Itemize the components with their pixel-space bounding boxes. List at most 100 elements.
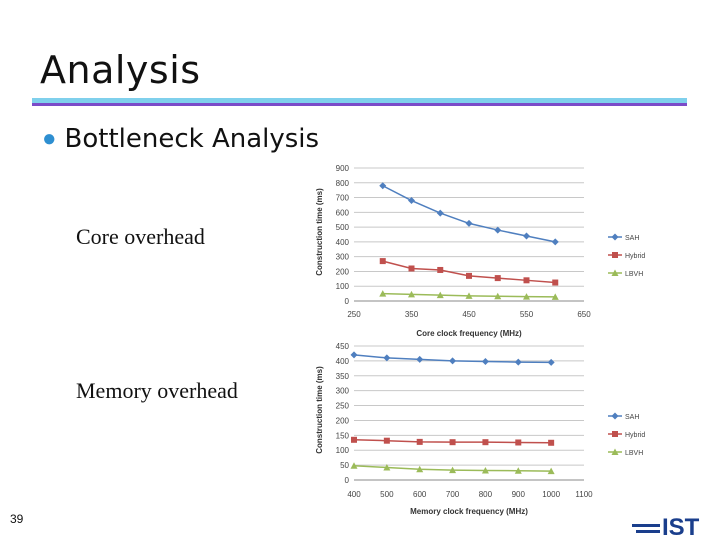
data-point-sah xyxy=(436,209,444,217)
x-axis-label: Memory clock frequency (MHz) xyxy=(410,507,528,516)
memory-clock-chart: 0 50 100 150 200 250 300 350 400 450 400 500 600 700 8… xyxy=(315,342,645,516)
legend-marker xyxy=(611,412,619,420)
x-tick-label: 800 xyxy=(479,490,493,499)
logo-text: IST xyxy=(662,514,700,540)
data-point-hybrid xyxy=(449,439,456,446)
legend-label: LBVH xyxy=(625,271,643,278)
data-point-hybrid xyxy=(494,275,501,282)
data-point-hybrid xyxy=(437,266,444,273)
y-tick-label: 0 xyxy=(345,297,350,306)
core-clock-chart: 0 100 200 300 400 500 600 700 800 900 250 350 450 550… xyxy=(315,164,645,338)
data-point-hybrid xyxy=(383,437,390,444)
legend-marker xyxy=(612,431,618,437)
y-tick-label: 300 xyxy=(336,253,350,262)
data-point-sah xyxy=(350,351,358,359)
x-tick-label: 600 xyxy=(413,490,427,499)
data-point-lbvh xyxy=(523,293,530,300)
data-point-hybrid xyxy=(466,272,472,279)
data-point-lbvh xyxy=(481,466,489,474)
y-axis-label: Construction time (ms) xyxy=(315,188,324,276)
y-tick-label: 0 xyxy=(345,476,350,485)
legend-label: Hybrid xyxy=(625,432,645,439)
y-tick-label: 150 xyxy=(336,431,350,440)
data-point-hybrid xyxy=(523,277,530,284)
y-tick-label: 700 xyxy=(336,194,350,203)
x-tick-label: 1000 xyxy=(542,490,560,499)
slide-title: Analysis xyxy=(40,48,201,92)
x-tick-label: 650 xyxy=(577,310,591,319)
data-point-lbvh xyxy=(416,465,424,473)
memory-overhead-label: Memory overhead xyxy=(76,378,238,403)
x-tick-label: 250 xyxy=(347,310,361,319)
x-tick-label: 900 xyxy=(512,490,526,499)
data-point-lbvh xyxy=(547,467,555,475)
legend-label: SAH xyxy=(625,235,639,242)
data-point-sah xyxy=(379,182,387,190)
data-point-hybrid xyxy=(351,436,357,443)
y-tick-label: 400 xyxy=(336,238,350,247)
x-tick-label: 550 xyxy=(520,310,534,319)
y-tick-label: 250 xyxy=(336,402,350,411)
legend-marker xyxy=(612,252,618,258)
y-tick-label: 500 xyxy=(336,223,350,232)
legend-label: Hybrid xyxy=(625,253,645,260)
y-tick-label: 400 xyxy=(336,357,350,366)
data-point-lbvh xyxy=(436,291,444,299)
logo-icon: IST xyxy=(632,514,700,540)
data-point-lbvh xyxy=(514,467,522,474)
data-point-lbvh xyxy=(408,290,415,298)
bullet-item: ● Bottleneck Analysis xyxy=(42,124,319,154)
x-tick-label: 1100 xyxy=(575,490,593,499)
data-point-sah xyxy=(416,355,424,363)
data-point-sah xyxy=(547,358,555,366)
data-point-sah xyxy=(551,238,559,246)
data-point-sah xyxy=(449,357,457,365)
x-axis-label: Core clock frequency (MHz) xyxy=(416,329,522,338)
data-point-sah xyxy=(481,357,489,365)
data-point-sah xyxy=(465,219,473,227)
page-number: 39 xyxy=(10,512,24,526)
data-point-lbvh xyxy=(383,463,391,471)
data-point-lbvh xyxy=(551,293,559,300)
data-point-hybrid xyxy=(416,438,423,445)
core-overhead-label: Core overhead xyxy=(76,224,205,249)
title-underline-top xyxy=(32,98,687,103)
data-point-hybrid xyxy=(552,279,559,286)
data-point-sah xyxy=(383,354,391,362)
y-tick-label: 100 xyxy=(336,446,350,455)
y-tick-label: 900 xyxy=(336,164,350,173)
y-tick-label: 100 xyxy=(336,282,350,291)
x-tick-label: 450 xyxy=(462,310,476,319)
legend-marker xyxy=(611,269,619,276)
data-point-hybrid xyxy=(515,439,522,446)
data-point-sah xyxy=(523,232,530,240)
y-tick-label: 200 xyxy=(336,416,350,425)
y-tick-label: 50 xyxy=(340,461,349,470)
legend-marker xyxy=(611,448,619,455)
data-point-sah xyxy=(408,197,415,205)
data-point-sah xyxy=(494,226,502,234)
y-tick-label: 450 xyxy=(336,342,350,351)
legend-label: SAH xyxy=(625,414,639,421)
bullet-text: Bottleneck Analysis xyxy=(64,124,320,154)
y-axis-label: Construction time (ms) xyxy=(315,366,324,454)
x-tick-label: 400 xyxy=(347,490,361,499)
y-tick-label: 600 xyxy=(336,208,350,217)
series-line-sah xyxy=(382,185,556,243)
data-point-lbvh xyxy=(449,466,457,474)
x-tick-label: 500 xyxy=(380,490,394,499)
x-tick-label: 350 xyxy=(405,310,419,319)
y-tick-label: 300 xyxy=(336,387,350,396)
data-point-lbvh xyxy=(465,292,473,299)
data-point-lbvh xyxy=(350,462,358,469)
data-point-lbvh xyxy=(494,292,502,300)
bullet-dot-icon: ● xyxy=(42,125,57,152)
data-point-hybrid xyxy=(548,439,555,446)
title-underline-bottom xyxy=(32,103,687,106)
y-tick-label: 800 xyxy=(336,179,350,188)
legend-label: LBVH xyxy=(625,450,643,457)
data-point-sah xyxy=(514,358,522,366)
data-point-hybrid xyxy=(482,439,489,446)
data-point-hybrid xyxy=(379,258,386,265)
y-tick-label: 200 xyxy=(336,267,350,276)
